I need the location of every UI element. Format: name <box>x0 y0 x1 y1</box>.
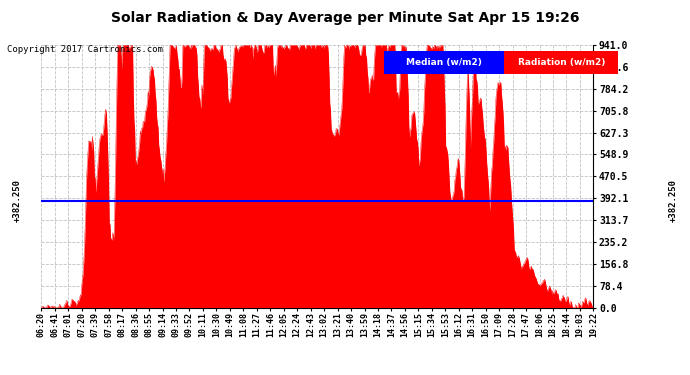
Text: Radiation (w/m2): Radiation (w/m2) <box>518 58 605 67</box>
Text: Solar Radiation & Day Average per Minute Sat Apr 15 19:26: Solar Radiation & Day Average per Minute… <box>111 11 579 25</box>
Text: Copyright 2017 Cartronics.com: Copyright 2017 Cartronics.com <box>7 45 163 54</box>
Text: +382.250: +382.250 <box>668 179 678 222</box>
Text: +382.250: +382.250 <box>12 179 22 222</box>
Text: Median (w/m2): Median (w/m2) <box>406 58 482 67</box>
